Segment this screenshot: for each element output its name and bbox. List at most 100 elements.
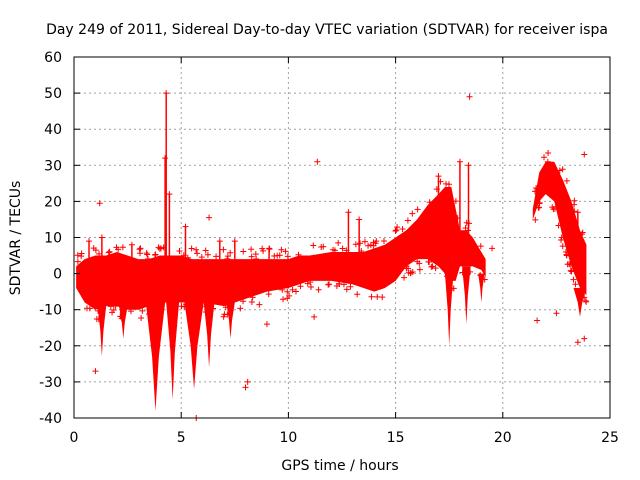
data-point <box>567 261 574 268</box>
data-point <box>370 242 377 249</box>
data-point <box>311 313 318 320</box>
data-point <box>534 317 541 324</box>
data-point <box>119 244 126 251</box>
data-point <box>345 209 352 216</box>
data-point <box>571 208 578 215</box>
data-point <box>428 263 435 270</box>
data-point <box>145 311 152 318</box>
data-point <box>559 243 566 250</box>
data-dip <box>184 302 204 390</box>
data-point <box>105 249 112 256</box>
data-point <box>145 255 152 262</box>
data-point <box>160 244 167 251</box>
data-point <box>462 225 469 232</box>
data-point <box>221 311 228 318</box>
data-point <box>456 158 463 165</box>
data-point <box>307 279 314 286</box>
data-point <box>325 281 332 288</box>
data-point <box>86 238 93 245</box>
y-tick-label: 60 <box>44 50 62 66</box>
data-point <box>96 250 103 257</box>
data-point <box>489 245 496 252</box>
data-point <box>231 238 238 245</box>
data-point <box>368 293 375 300</box>
data-point <box>115 246 122 253</box>
data-dip <box>203 302 215 368</box>
data-point <box>96 200 103 207</box>
data-point <box>119 309 126 316</box>
y-tick-label: 40 <box>44 122 62 138</box>
data-dip <box>119 306 128 339</box>
data-point <box>433 186 440 193</box>
data-point <box>280 296 287 303</box>
data-point <box>477 272 484 279</box>
x-axis-label: GPS time / hours <box>281 458 398 474</box>
data-point <box>184 254 191 261</box>
data-point <box>210 305 217 312</box>
data-point <box>222 304 229 311</box>
data-point <box>248 299 255 306</box>
data-point <box>365 242 372 249</box>
data-point <box>394 224 401 231</box>
data-point <box>180 252 187 259</box>
data-point <box>127 308 134 315</box>
data-point <box>481 276 488 283</box>
data-point <box>314 158 321 165</box>
y-tick-label: -40 <box>39 411 62 427</box>
data-point <box>224 255 231 262</box>
data-point <box>278 246 285 253</box>
data-point <box>137 245 144 252</box>
data-point <box>213 253 220 260</box>
data-point <box>450 285 457 292</box>
data-point <box>190 301 197 308</box>
data-point <box>106 248 113 255</box>
data-point <box>284 253 291 260</box>
data-point <box>367 242 374 249</box>
data-point <box>545 149 552 156</box>
data-point <box>240 248 247 255</box>
data-envelope <box>532 161 587 296</box>
data-point <box>183 303 190 310</box>
data-point <box>339 245 346 252</box>
data-point <box>263 321 270 328</box>
data-point <box>572 281 579 288</box>
data-point <box>227 303 234 310</box>
data-point <box>92 368 99 375</box>
data-point <box>550 206 557 213</box>
data-point <box>425 258 432 265</box>
data-point <box>581 335 588 342</box>
data-point <box>477 243 484 250</box>
data-point <box>563 251 570 258</box>
data-point <box>224 253 231 260</box>
data-point <box>335 239 342 246</box>
data-point <box>289 286 296 293</box>
data-point <box>293 288 299 295</box>
data-point <box>553 310 560 317</box>
data-point <box>426 199 433 206</box>
y-tick-label: 10 <box>44 231 62 247</box>
data-point <box>343 286 350 293</box>
data-point <box>163 90 170 97</box>
data-point <box>574 209 581 216</box>
data-point <box>562 248 569 255</box>
data-point <box>435 173 442 180</box>
data-dip <box>462 266 471 325</box>
x-tick-label: 20 <box>494 430 512 446</box>
data-envelope <box>76 186 486 310</box>
data-point <box>203 303 210 310</box>
data-point <box>194 250 201 257</box>
data-point <box>354 291 361 298</box>
x-tick-label: 0 <box>70 430 79 446</box>
data-point <box>532 216 539 223</box>
data-point <box>95 307 102 314</box>
data-point <box>202 247 209 254</box>
y-axis-label: SDTVAR / TECUs <box>8 181 24 296</box>
x-tick-label: 25 <box>601 430 619 446</box>
y-tick-label: -20 <box>39 339 62 355</box>
data-point <box>399 225 406 232</box>
data-point <box>143 250 150 257</box>
data-point <box>429 263 436 270</box>
data-point <box>357 240 364 247</box>
data-point <box>240 298 247 305</box>
x-tick-label: 5 <box>177 430 186 446</box>
